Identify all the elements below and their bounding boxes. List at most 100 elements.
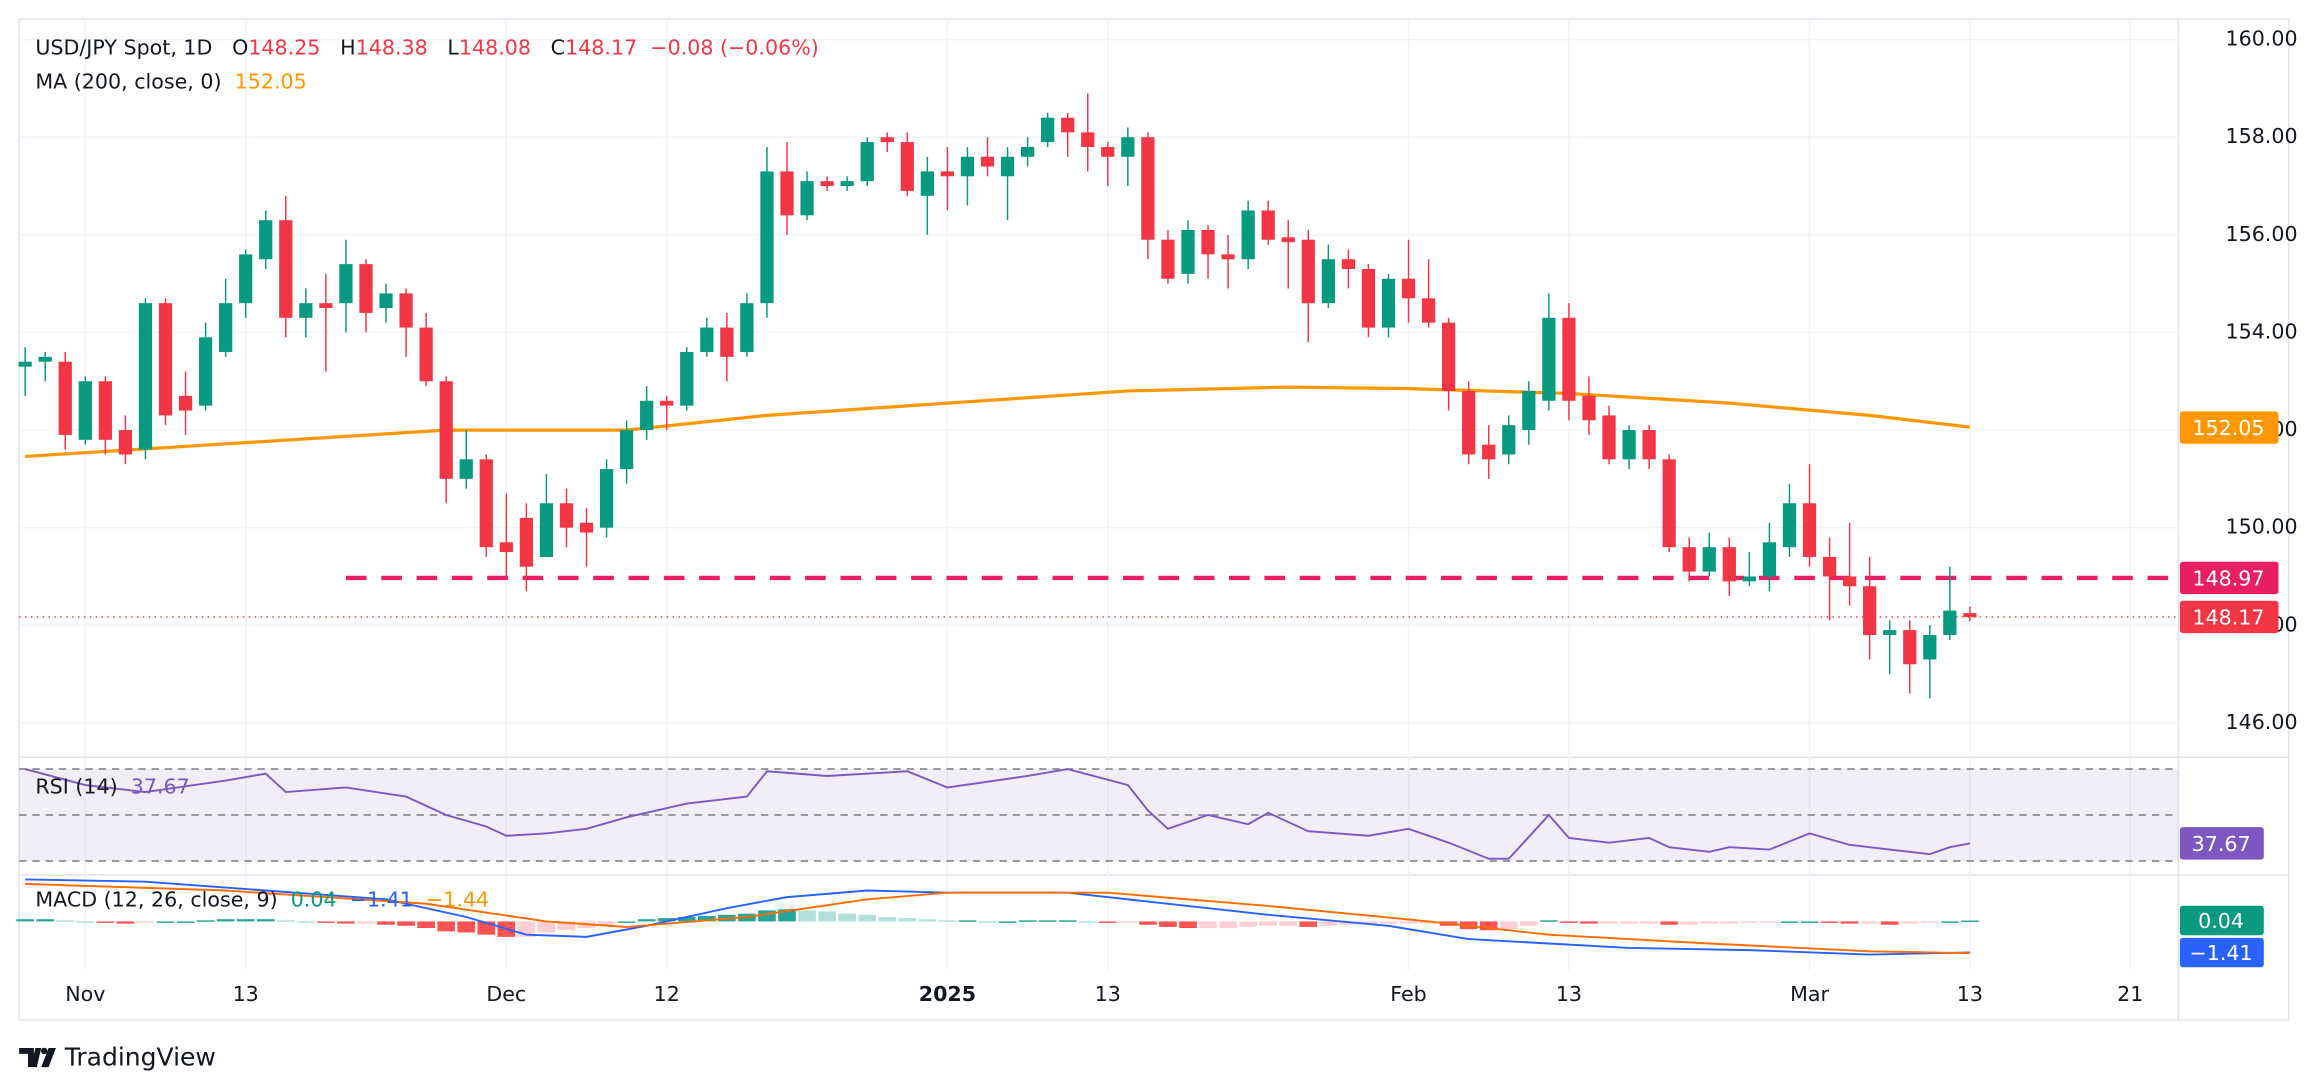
candle-body — [1863, 586, 1877, 636]
price-badge — [2179, 411, 2279, 444]
candle-body — [118, 430, 133, 455]
candle-body — [1702, 547, 1716, 572]
macd-histogram-bar — [637, 919, 656, 922]
ma-label: MA (200, close, 0) — [35, 70, 222, 95]
macd-legend: MACD (12, 26, close, 9) 0.04 −1.41 −1.44 — [35, 889, 489, 913]
macd-histogram-bar — [1640, 921, 1658, 924]
ohlc-key: L — [447, 36, 459, 61]
signal-value: −1.44 — [426, 889, 490, 913]
candle-body — [1682, 547, 1696, 572]
macd-histogram-bar — [1600, 921, 1618, 924]
macd-histogram-bar — [1580, 921, 1598, 924]
candle-body — [1883, 630, 1897, 636]
macd-histogram-bar — [377, 921, 395, 925]
price-badge-label: 148.17 — [2192, 605, 2264, 629]
rsi-badge-label: 37.67 — [2192, 832, 2251, 856]
candle-body — [519, 517, 533, 567]
rsi-label: RSI (14) — [35, 775, 118, 800]
macd-histogram-bar — [1941, 921, 1959, 923]
macd-histogram-bar — [156, 921, 175, 923]
macd-histogram-bar — [1680, 921, 1699, 925]
candle-body — [1903, 630, 1917, 665]
candle-body — [78, 381, 92, 440]
candle-body — [299, 303, 313, 318]
candle-body — [419, 327, 433, 382]
candle-body — [98, 381, 112, 440]
candle-body — [1963, 613, 1977, 617]
macd-histogram-bar — [1780, 921, 1799, 923]
candle-body — [1161, 239, 1175, 279]
ohlc-key: H — [340, 36, 356, 61]
ohlc-value: 148.08 — [458, 36, 532, 61]
candle-body — [1923, 635, 1937, 660]
candle-body — [1041, 117, 1055, 143]
macd-histogram-bar — [758, 910, 776, 922]
macd-histogram-bar — [216, 919, 235, 922]
candle-body — [559, 503, 574, 528]
ma-value: 152.05 — [234, 70, 307, 95]
macd-histogram-bar — [1219, 921, 1237, 929]
x-tick-label: 21 — [2117, 982, 2143, 1006]
macd-histogram-bar — [276, 920, 295, 922]
macd-histogram-bar — [1078, 921, 1097, 923]
candle-body — [1462, 391, 1476, 455]
candle-body — [1301, 239, 1315, 304]
signal-line — [25, 882, 1970, 955]
candle-body — [1502, 425, 1516, 455]
candle-body — [18, 361, 32, 367]
macd-histogram-bar — [1519, 921, 1538, 926]
macd-histogram-bar — [798, 910, 816, 922]
logo-dot — [40, 1047, 48, 1055]
candle-body — [1822, 556, 1837, 577]
macd-histogram-bar — [1660, 921, 1678, 925]
candle-body — [1722, 547, 1736, 582]
candle-body — [539, 503, 554, 557]
candle-body — [1762, 542, 1777, 577]
macd-histogram-bar — [878, 916, 897, 922]
candle-body — [1081, 132, 1095, 147]
x-tick-label: Dec — [486, 982, 526, 1006]
macd-histogram-bar — [1159, 921, 1177, 927]
macd-histogram-bar — [1098, 921, 1117, 923]
candle-body — [1421, 298, 1436, 323]
macd-histogram-bar — [236, 919, 255, 922]
ma-legend: MA (200, close, 0) 152.05 — [35, 71, 306, 95]
candle-body — [700, 327, 714, 352]
macd-histogram-bar — [1018, 920, 1037, 922]
y-tick-label: 156.00 — [2226, 222, 2298, 246]
candle-body — [359, 264, 373, 313]
x-tick-label: 13 — [1095, 982, 1121, 1006]
macd-histogram-bar — [1279, 921, 1298, 926]
macd-histogram-bar — [918, 919, 937, 922]
x-tick-label: 13 — [1957, 982, 1983, 1006]
brand: TradingView — [64, 1042, 216, 1071]
macd-histogram-bar — [176, 921, 195, 923]
candle-body — [820, 181, 834, 187]
macd-histogram-bar — [1760, 921, 1779, 923]
macd-histogram-bar — [958, 920, 977, 922]
candle-body — [1361, 269, 1376, 328]
macd-histogram-bar — [1740, 921, 1759, 923]
logo-mark — [19, 1047, 42, 1068]
macd-histogram-bar — [1920, 921, 1939, 923]
macd-histogram-bar — [437, 921, 456, 932]
macd-histogram-bar — [597, 921, 616, 925]
candle-body — [880, 137, 894, 143]
candle-body — [1141, 137, 1155, 240]
macd-histogram-bar — [317, 921, 335, 923]
macd-histogram-bar — [196, 920, 215, 922]
macd-histogram-bar — [1419, 921, 1438, 924]
macd-histogram-bar — [1620, 921, 1638, 924]
macd-histogram-bar — [1058, 920, 1077, 922]
macd-badge-label: 0.04 — [2198, 909, 2244, 933]
candle-body — [1782, 503, 1797, 548]
macd-badge-label: −1.41 — [2190, 941, 2253, 965]
macd-histogram-bar — [1900, 921, 1919, 924]
macd-histogram-bar — [1179, 921, 1197, 929]
candle-body — [138, 303, 153, 450]
macd-histogram-bar — [357, 921, 375, 924]
candle-body — [1061, 117, 1075, 133]
candle-body — [660, 400, 674, 406]
